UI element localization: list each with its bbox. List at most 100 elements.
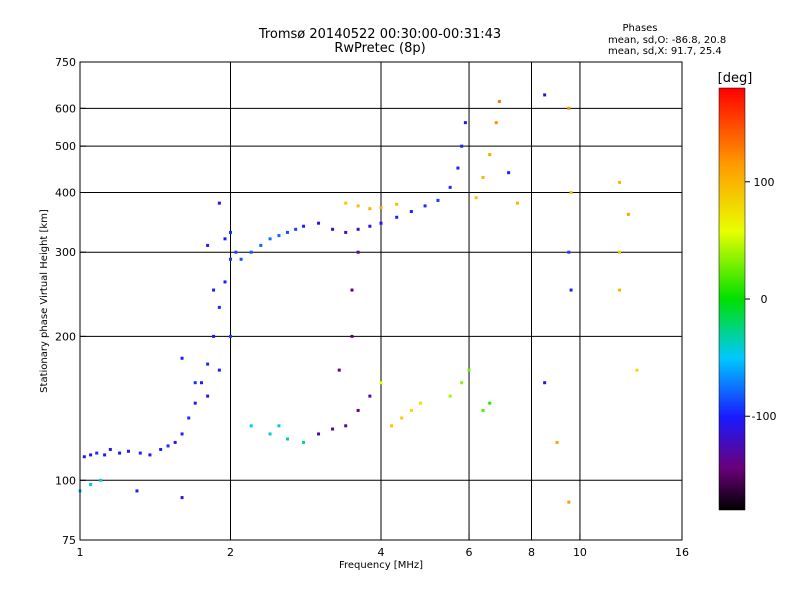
data-point xyxy=(635,368,639,372)
data-point xyxy=(467,368,471,372)
data-point xyxy=(180,356,184,360)
data-point xyxy=(229,334,232,338)
data-point xyxy=(206,362,210,366)
data-point xyxy=(481,408,485,412)
data-point xyxy=(187,416,191,420)
data-point xyxy=(409,210,413,214)
data-point xyxy=(229,230,232,234)
data-point xyxy=(618,250,622,254)
data-point xyxy=(488,153,492,157)
y-tick-label: 75 xyxy=(62,534,76,547)
colorbar-ticks: 100 0 -100 xyxy=(745,176,776,423)
data-point xyxy=(331,227,335,231)
y-tick-label: 200 xyxy=(55,330,76,343)
data-point xyxy=(569,190,573,194)
data-point xyxy=(400,416,404,420)
data-point xyxy=(543,93,547,97)
y-tick-label: 300 xyxy=(55,246,76,259)
y-tick-label: 750 xyxy=(55,56,76,69)
data-point xyxy=(436,198,440,202)
x-tick-label: 6 xyxy=(466,546,473,559)
phase-stats-heading: Phases xyxy=(622,23,657,34)
data-point xyxy=(626,212,630,216)
phase-stats-x: mean, sd,X: 91.7, 25.4 xyxy=(608,46,722,57)
y-axis-ticks: 75 100 200 300 400 500 600 750 xyxy=(55,56,86,547)
data-point xyxy=(180,496,184,500)
data-point xyxy=(448,394,452,398)
data-point xyxy=(463,121,467,125)
grid-lines xyxy=(80,62,682,540)
data-points xyxy=(78,93,639,504)
data-point xyxy=(543,381,547,385)
data-point xyxy=(379,206,383,210)
data-point xyxy=(217,201,221,205)
data-point xyxy=(423,204,427,208)
x-tick-label: 1 xyxy=(77,546,84,559)
data-point xyxy=(249,424,253,428)
data-point xyxy=(108,447,112,451)
data-point xyxy=(368,394,372,398)
data-point xyxy=(302,440,306,444)
data-point xyxy=(277,424,281,428)
data-point xyxy=(206,243,210,247)
data-point xyxy=(356,250,360,254)
data-point xyxy=(350,334,354,338)
data-point xyxy=(234,250,238,254)
x-axis-ticks: 1 2 4 6 8 10 16 xyxy=(77,534,689,559)
y-tick-label: 400 xyxy=(55,186,76,199)
x-tick-label: 8 xyxy=(528,546,535,559)
data-point xyxy=(474,196,478,200)
data-point xyxy=(409,408,413,412)
data-point xyxy=(95,451,99,455)
data-point xyxy=(379,221,383,225)
data-point xyxy=(217,368,221,372)
data-point xyxy=(460,381,464,385)
data-point xyxy=(148,453,152,457)
data-point xyxy=(302,224,306,228)
data-point xyxy=(567,106,571,110)
data-point xyxy=(103,453,107,457)
data-point xyxy=(497,100,501,104)
data-point xyxy=(82,455,86,459)
y-tick-label: 600 xyxy=(55,102,76,115)
colorbar-label: [deg] xyxy=(718,71,753,86)
data-point xyxy=(285,437,289,441)
colorbar-tick-label: -100 xyxy=(752,410,777,423)
data-point xyxy=(317,221,321,225)
data-point xyxy=(193,381,197,385)
colorbar-tick-label: 100 xyxy=(754,176,775,189)
data-point xyxy=(344,201,348,205)
data-point xyxy=(567,500,571,504)
x-tick-label: 10 xyxy=(573,546,587,559)
data-point xyxy=(379,381,383,385)
data-point xyxy=(173,440,177,444)
data-point xyxy=(390,424,394,428)
data-point xyxy=(448,185,452,189)
data-point xyxy=(344,230,348,234)
data-point xyxy=(317,432,321,436)
data-point xyxy=(395,215,399,219)
data-point xyxy=(507,171,511,175)
data-point xyxy=(200,381,204,385)
data-point xyxy=(567,250,571,254)
data-point xyxy=(89,482,93,486)
data-point xyxy=(618,180,622,184)
data-point xyxy=(555,440,559,444)
data-point xyxy=(166,444,170,448)
data-point xyxy=(481,175,485,179)
data-point xyxy=(138,451,142,455)
data-point xyxy=(239,257,243,261)
data-point xyxy=(89,453,93,457)
data-point xyxy=(294,227,298,231)
data-point xyxy=(268,237,272,241)
data-point xyxy=(206,394,210,398)
data-point xyxy=(135,489,139,493)
colorbar xyxy=(718,87,746,511)
data-point xyxy=(488,401,492,405)
data-point xyxy=(569,288,573,292)
data-point xyxy=(193,401,197,405)
data-point xyxy=(212,334,216,338)
chart-subtitle: RwPretec (8p) xyxy=(334,41,425,56)
data-point xyxy=(395,202,399,206)
data-point xyxy=(223,280,227,284)
